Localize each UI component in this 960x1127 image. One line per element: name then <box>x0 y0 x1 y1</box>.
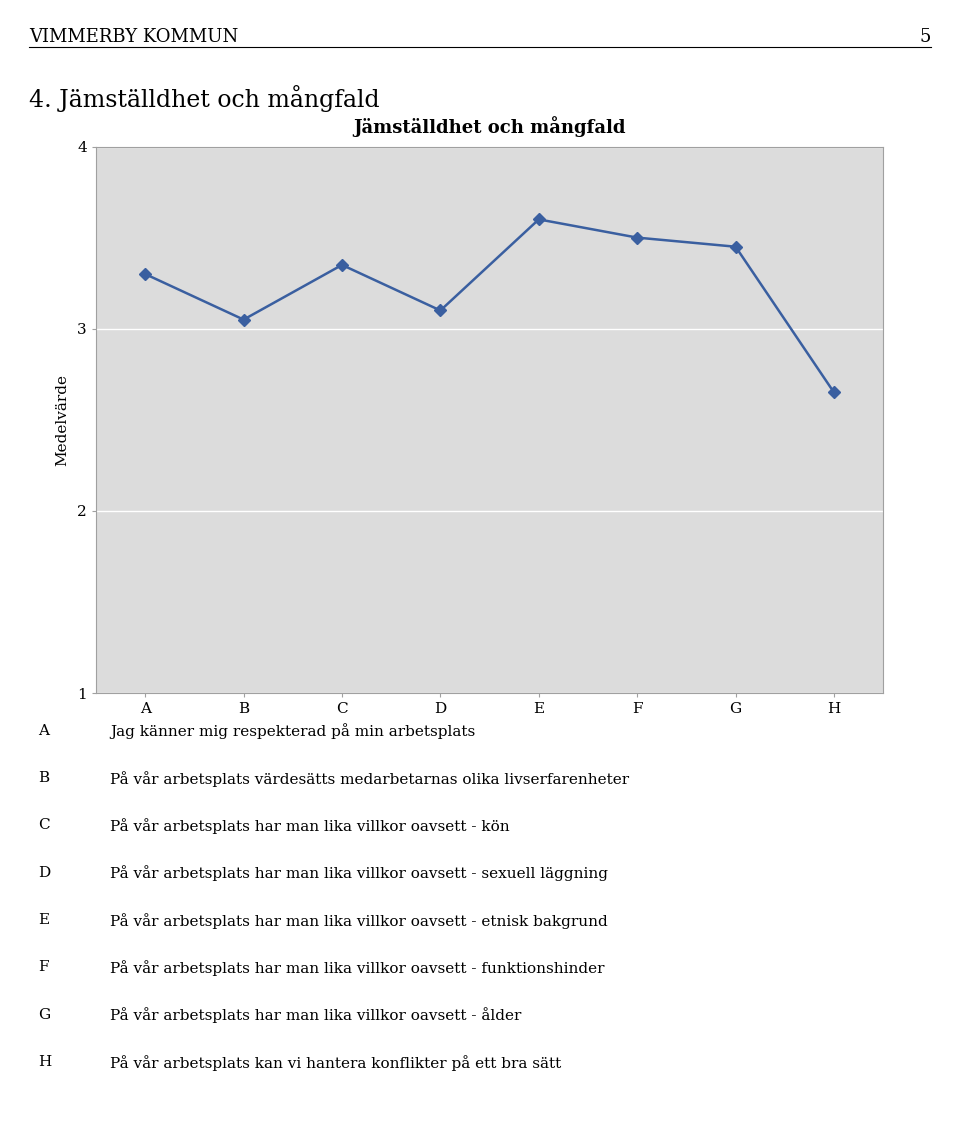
Text: Jag känner mig respekterad på min arbetsplats: Jag känner mig respekterad på min arbets… <box>110 724 475 739</box>
Text: D: D <box>38 866 51 879</box>
Text: C: C <box>38 818 50 832</box>
Text: På vår arbetsplats har man lika villkor oavsett - funktionshinder: På vår arbetsplats har man lika villkor … <box>110 960 605 976</box>
Text: B: B <box>38 771 50 784</box>
Text: H: H <box>38 1055 52 1068</box>
Text: På vår arbetsplats har man lika villkor oavsett - ålder: På vår arbetsplats har man lika villkor … <box>110 1008 522 1023</box>
Text: 5: 5 <box>920 28 931 46</box>
Text: På vår arbetsplats har man lika villkor oavsett - sexuell läggning: På vår arbetsplats har man lika villkor … <box>110 866 609 881</box>
Text: På vår arbetsplats kan vi hantera konflikter på ett bra sätt: På vår arbetsplats kan vi hantera konfli… <box>110 1055 562 1071</box>
Title: Jämställdhet och mångfald: Jämställdhet och mångfald <box>353 116 626 136</box>
Text: F: F <box>38 960 49 974</box>
Text: E: E <box>38 913 50 926</box>
Text: A: A <box>38 724 49 737</box>
Text: På vår arbetsplats har man lika villkor oavsett - etnisk bakgrund: På vår arbetsplats har man lika villkor … <box>110 913 608 929</box>
Text: VIMMERBY KOMMUN: VIMMERBY KOMMUN <box>29 28 238 46</box>
Text: G: G <box>38 1008 51 1021</box>
Text: På vår arbetsplats värdesätts medarbetarnas olika livserfarenheter: På vår arbetsplats värdesätts medarbetar… <box>110 771 630 787</box>
Text: 4. Jämställdhet och mångfald: 4. Jämställdhet och mångfald <box>29 85 379 112</box>
Y-axis label: Medelvärde: Medelvärde <box>55 374 69 465</box>
Text: På vår arbetsplats har man lika villkor oavsett - kön: På vår arbetsplats har man lika villkor … <box>110 818 510 834</box>
